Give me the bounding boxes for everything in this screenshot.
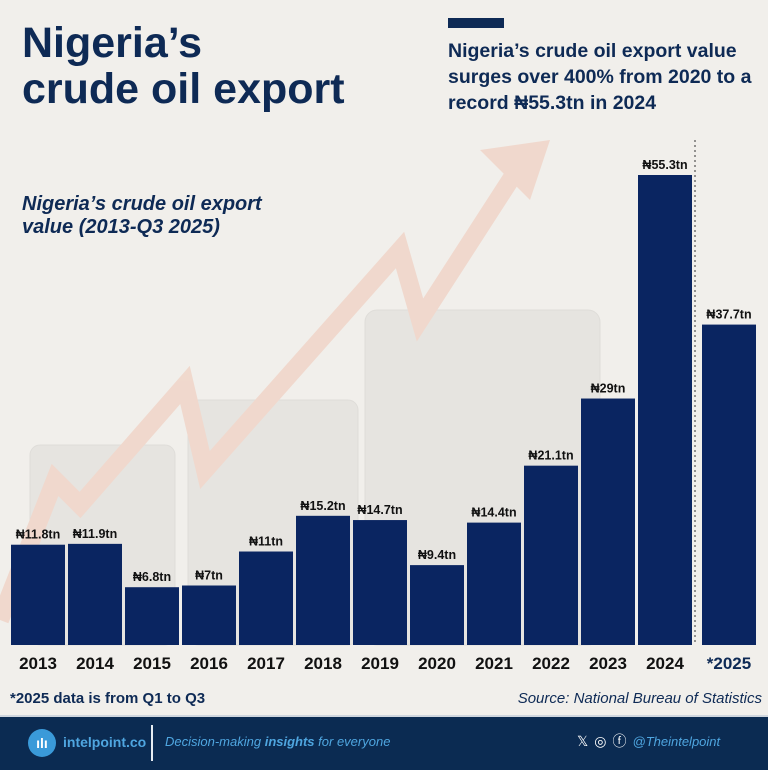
social-handle[interactable]: @Theintelpoint bbox=[632, 733, 721, 749]
bar-2016 bbox=[182, 585, 236, 645]
x-tick-label: 2023 bbox=[589, 654, 627, 673]
bar-2013 bbox=[11, 544, 65, 645]
data-label: ₦9.4tn bbox=[418, 548, 456, 562]
data-label: ₦11.8tn bbox=[16, 528, 60, 542]
chart-subtitle: Nigeria’s crude oil export value (2013-Q3… bbox=[22, 193, 262, 238]
bar-2023 bbox=[581, 398, 635, 645]
footer: ılı intelpoint.co Decision-making insigh… bbox=[0, 715, 768, 770]
bar-2015 bbox=[125, 587, 179, 645]
divider bbox=[151, 725, 153, 761]
x-tick-label: 2017 bbox=[247, 654, 285, 673]
tagline: Decision-making insights for everyone bbox=[165, 734, 391, 749]
x-tick-label: 2015 bbox=[133, 654, 171, 673]
bar-2018 bbox=[296, 515, 350, 645]
x-icon[interactable]: 𝕏 bbox=[577, 732, 589, 749]
x-tick-label: 2024 bbox=[646, 654, 684, 673]
bar-2021 bbox=[467, 522, 521, 645]
data-label: ₦11.9tn bbox=[73, 527, 117, 541]
bar-2025 bbox=[702, 324, 756, 645]
x-tick-label: 2013 bbox=[19, 654, 57, 673]
bar-2024 bbox=[638, 175, 692, 645]
social-links: 𝕏 ◎ ⓕ @Theintelpoint bbox=[577, 731, 720, 751]
data-label: ₦7tn bbox=[195, 569, 223, 583]
x-tick-label: 2021 bbox=[475, 654, 513, 673]
brand-link[interactable]: intelpoint.co bbox=[63, 734, 147, 750]
bar-2019 bbox=[353, 520, 407, 645]
x-tick-label: 2018 bbox=[304, 654, 342, 673]
data-label: ₦55.3tn bbox=[642, 158, 687, 172]
bar-2014 bbox=[68, 543, 122, 645]
data-label: ₦37.7tn bbox=[706, 308, 751, 322]
source: Source: National Bureau of Statistics bbox=[517, 690, 762, 707]
data-label: ₦14.4tn bbox=[471, 506, 516, 520]
x-tick-label: 2014 bbox=[76, 654, 114, 673]
x-tick-label: *2025 bbox=[707, 654, 751, 673]
accent-bar bbox=[448, 18, 504, 28]
x-tick-label: 2019 bbox=[361, 654, 399, 673]
data-label: ₦29tn bbox=[591, 382, 626, 396]
x-tick-label: 2022 bbox=[532, 654, 570, 673]
headline: Nigeria’s crude oil export value surges … bbox=[448, 40, 752, 114]
data-label: ₦21.1tn bbox=[528, 449, 573, 463]
logo-icon: ılı bbox=[28, 729, 56, 757]
data-label: ₦11tn bbox=[249, 535, 283, 549]
instagram-icon[interactable]: ◎ bbox=[594, 732, 607, 749]
bar-2020 bbox=[410, 565, 464, 645]
facebook-icon[interactable]: ⓕ bbox=[612, 733, 627, 749]
x-tick-label: 2016 bbox=[190, 654, 228, 673]
data-label: ₦14.7tn bbox=[357, 503, 402, 517]
bar-2022 bbox=[524, 465, 578, 645]
x-tick-label: 2020 bbox=[418, 654, 456, 673]
footnote: *2025 data is from Q1 to Q3 bbox=[10, 690, 206, 707]
bar-2017 bbox=[239, 551, 293, 645]
bar-chart: ₦11.8tn 2013 ₦11.9tn 2014 ₦6.8tn 2015 ₦7tn 2016… bbox=[0, 140, 756, 673]
data-label: ₦6.8tn bbox=[133, 570, 171, 584]
page-title: Nigeria’s crude oil export bbox=[22, 19, 345, 113]
data-label: ₦15.2tn bbox=[300, 499, 345, 513]
